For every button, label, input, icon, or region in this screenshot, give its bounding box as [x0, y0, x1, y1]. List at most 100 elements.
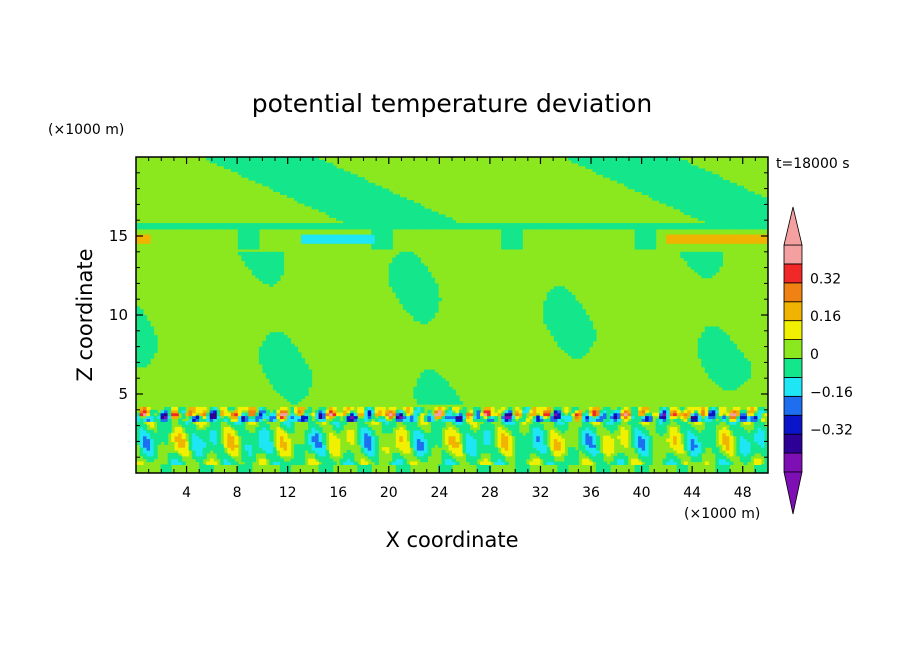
- contour-cell: [318, 447, 323, 451]
- contour-cell: [420, 208, 425, 213]
- contour-cell: [448, 429, 453, 434]
- contour-cell: [255, 225, 260, 230]
- contour-cell: [638, 461, 643, 465]
- contour-cell: [511, 228, 516, 233]
- contour-cell: [308, 240, 313, 244]
- contour-cell: [430, 289, 436, 293]
- contour-cell: [392, 452, 397, 457]
- contour-cell: [574, 349, 579, 353]
- contour-cell: [529, 429, 534, 434]
- contour-cell: [150, 409, 155, 414]
- contour-cell: [230, 458, 235, 463]
- contour-cell: [413, 277, 418, 282]
- contour-cell: [279, 257, 285, 262]
- contour-cell: [343, 191, 348, 195]
- contour-cell: [536, 409, 541, 414]
- contour-cell: [223, 435, 228, 440]
- contour-cell: [315, 182, 320, 187]
- contour-cell: [466, 447, 471, 451]
- contour-cell: [223, 429, 228, 434]
- contour-cell: [617, 179, 622, 184]
- contour-cell: [329, 174, 334, 178]
- contour-cell: [588, 406, 594, 411]
- contour-cell: [388, 202, 393, 207]
- contour-cell: [290, 179, 295, 184]
- contour-cell: [234, 162, 239, 167]
- contour-cell: [139, 412, 144, 417]
- contour-cell: [339, 197, 344, 201]
- contour-cell: [364, 415, 369, 420]
- contour-cell: [241, 243, 246, 247]
- contour-cell: [283, 421, 288, 425]
- contour-cell: [160, 418, 165, 422]
- contour-cell: [669, 406, 674, 411]
- contour-cell: [294, 191, 299, 195]
- contour-cell: [220, 406, 225, 411]
- contour-cell: [402, 197, 407, 201]
- contour-cell: [294, 177, 299, 181]
- contour-cell: [444, 470, 450, 473]
- contour-cell: [662, 461, 667, 465]
- contour-cell: [669, 427, 674, 431]
- contour-cell: [294, 375, 299, 379]
- contour-cell: [406, 406, 411, 411]
- contour-cell: [304, 223, 309, 227]
- contour-cell: [139, 406, 144, 411]
- contour-cell: [490, 455, 495, 460]
- contour-cell: [501, 438, 506, 442]
- contour-cell: [262, 444, 267, 448]
- contour-cell: [294, 223, 299, 227]
- contour-cell: [360, 205, 365, 210]
- contour-cell: [483, 421, 488, 425]
- contour-cell: [413, 395, 418, 399]
- contour-cell: [416, 205, 421, 210]
- contour-cell: [308, 182, 313, 187]
- contour-cell: [146, 340, 151, 345]
- contour-cell: [462, 435, 467, 440]
- contour-cell: [276, 444, 281, 448]
- contour-cell: [343, 421, 348, 425]
- contour-cell: [546, 323, 551, 328]
- contour-cell: [206, 444, 211, 448]
- contour-cell: [336, 177, 341, 181]
- contour-cell: [381, 418, 386, 422]
- contour-cell: [336, 450, 341, 454]
- contour-cell: [276, 157, 281, 161]
- contour-cell: [153, 452, 158, 457]
- contour-cell: [413, 312, 418, 316]
- contour-cell: [673, 441, 678, 445]
- contour-cell: [504, 438, 509, 442]
- contour-cell: [645, 412, 650, 417]
- contour-cell: [178, 429, 183, 434]
- contour-cell: [329, 458, 334, 463]
- contour-cell: [381, 197, 386, 201]
- contour-cell: [578, 157, 583, 161]
- contour-cell: [557, 335, 562, 339]
- contour-cell: [258, 257, 263, 262]
- contour-cell: [279, 171, 285, 175]
- contour-cell: [283, 182, 288, 187]
- contour-cell: [308, 185, 313, 190]
- contour-cell: [297, 447, 302, 451]
- contour-cell: [286, 383, 292, 388]
- contour-cell: [437, 386, 443, 391]
- contour-cell: [638, 470, 643, 473]
- contour-cell: [452, 429, 457, 434]
- contour-cell: [645, 237, 650, 241]
- contour-cell: [406, 450, 411, 454]
- contour-cell: [571, 329, 576, 333]
- contour-cell: [434, 375, 439, 379]
- contour-cell: [188, 412, 193, 417]
- contour-cell: [188, 421, 193, 425]
- contour-cell: [301, 159, 306, 164]
- contour-cell: [199, 225, 204, 230]
- contour-cell: [617, 461, 622, 465]
- contour-cell: [388, 269, 393, 273]
- contour-cell: [423, 211, 429, 216]
- contour-cell: [395, 211, 400, 216]
- contour-cell: [311, 225, 316, 230]
- contour-cell: [511, 429, 516, 434]
- contour-cell: [171, 438, 176, 442]
- contour-cell: [659, 191, 664, 195]
- contour-cell: [283, 159, 288, 164]
